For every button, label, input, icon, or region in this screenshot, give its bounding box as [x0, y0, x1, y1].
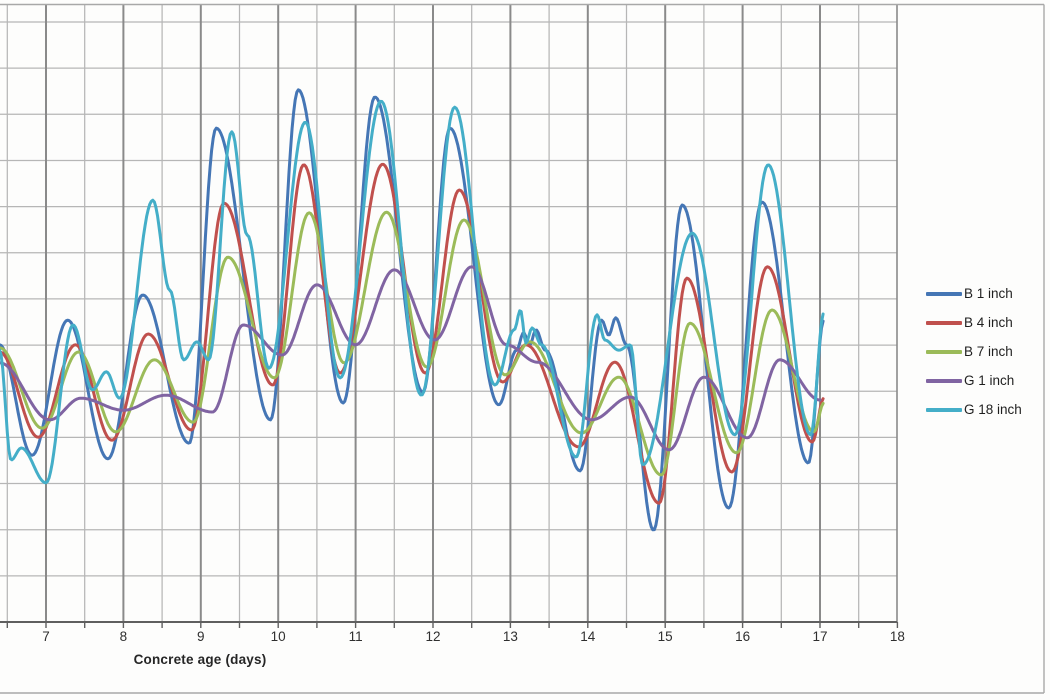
legend-label: G 18 inch — [964, 402, 1022, 417]
legend: B 1 inch B 4 inch B 7 inch G 1 inch G 18… — [926, 279, 1022, 424]
legend-item-g-1-inch: G 1 inch — [926, 366, 1022, 395]
x-tick-label: 10 — [271, 629, 286, 644]
x-tick-label: 16 — [735, 629, 750, 644]
x-tick-label: 14 — [580, 629, 596, 644]
x-axis: 7 8 9 10 11 12 13 14 15 16 17 18 — [0, 621, 905, 644]
x-tick-label: 9 — [197, 629, 205, 644]
legend-line-swatch — [926, 407, 962, 412]
x-tick-label: 8 — [120, 629, 128, 644]
x-tick-label: 13 — [503, 629, 518, 644]
series-line-g-1-inch — [0, 265, 822, 452]
legend-item-b-7-inch: B 7 inch — [926, 337, 1022, 366]
x-tick-label: 11 — [349, 629, 363, 644]
chart-border — [0, 3, 1045, 694]
legend-label: B 1 inch — [964, 286, 1013, 301]
legend-label: B 4 inch — [964, 315, 1013, 330]
legend-line-swatch — [926, 320, 962, 325]
x-tick-label: 7 — [42, 629, 50, 644]
legend-item-g-18-inch: G 18 inch — [926, 395, 1022, 424]
legend-item-b-4-inch: B 4 inch — [926, 308, 1022, 337]
x-tick-label: 15 — [658, 629, 673, 644]
legend-line-swatch — [926, 378, 962, 383]
x-tick-label: 17 — [812, 629, 827, 644]
series-line-b-7-inch — [0, 210, 825, 477]
x-tick-label: 12 — [425, 629, 440, 644]
x-tick-label: 18 — [890, 629, 905, 644]
legend-label: B 7 inch — [964, 344, 1013, 359]
legend-line-swatch — [926, 291, 962, 296]
series-line-g-18-inch — [0, 99, 825, 485]
legend-line-swatch — [926, 349, 962, 354]
x-axis-title: Concrete age (days) — [133, 652, 267, 667]
legend-label: G 1 inch — [964, 373, 1015, 388]
legend-item-b-1-inch: B 1 inch — [926, 279, 1022, 308]
